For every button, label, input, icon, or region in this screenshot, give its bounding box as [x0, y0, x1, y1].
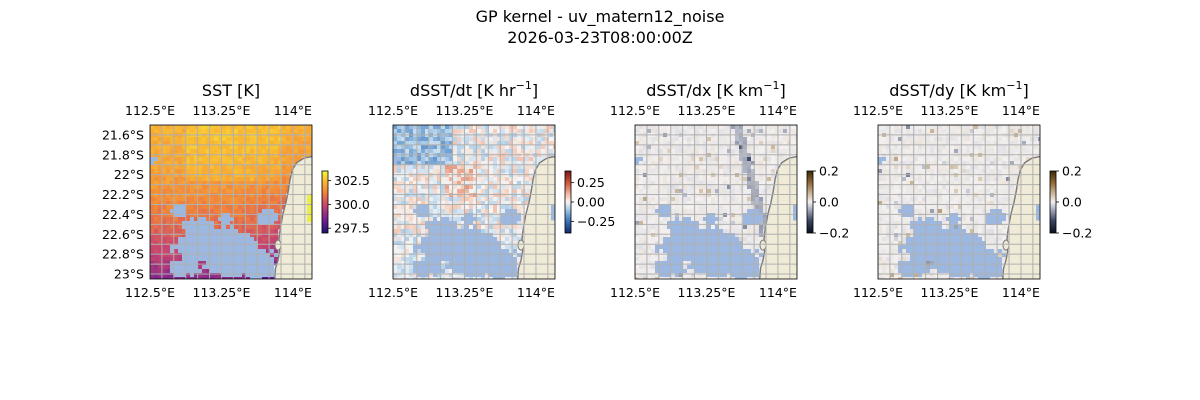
x-tick-label-top: 112.5°E — [853, 103, 903, 118]
island — [1002, 239, 1010, 251]
colorbar-bar — [321, 170, 329, 234]
y-tick-label: 22.8°S — [102, 247, 144, 262]
colorbar-tick-label: −0.25 — [577, 214, 615, 229]
x-tick-label-bottom: 113.25°E — [436, 285, 494, 300]
panel-title-superscript: −1 — [516, 79, 532, 92]
colorbar: 302.5 300.0 297.5 — [321, 170, 370, 236]
panel-title-end: ] — [532, 81, 538, 100]
x-tick-label-top: 113.25°E — [193, 103, 251, 118]
colorbar-tick-label: 297.5 — [334, 221, 370, 236]
colorbar-tick-label: −0.2 — [1062, 226, 1092, 241]
coastal-warm-strip — [307, 194, 312, 223]
panel-title-text: SST [K] — [202, 81, 260, 100]
colorbar-tick-label: 300.0 — [334, 197, 370, 212]
x-tick-label-bottom: 113.25°E — [921, 285, 979, 300]
gridlines — [635, 125, 797, 279]
panel-title-end: ] — [1022, 81, 1028, 100]
x-tick-label-top: 113.25°E — [436, 103, 494, 118]
x-tick-label-top: 113.25°E — [921, 103, 979, 118]
colorbar-tick-label: 0.25 — [577, 175, 605, 190]
coastal-mask-strip — [793, 205, 797, 221]
panel-title: dSST/dy [K km−1] — [889, 79, 1028, 100]
gridlines — [393, 125, 555, 279]
colorbar: 0.2 0.0 −0.2 — [806, 164, 849, 241]
panel-3: dSST/dx [K km−1] 112.5°E 112.5°E 113.25°E 11… — [610, 79, 849, 300]
x-tick-label-top: 112.5°E — [125, 103, 175, 118]
panel-title: SST [K] — [202, 81, 260, 100]
x-tick-label-bottom: 113.25°E — [678, 285, 736, 300]
panel-title-end: ] — [779, 81, 785, 100]
colorbar-tick-label: 302.5 — [334, 173, 370, 188]
x-tick-label-top: 112.5°E — [610, 103, 660, 118]
panel-1: SST [K] 112.5°E 112.5°E 113.25°E 113.25°E 114… — [102, 81, 370, 300]
x-tick-label-top: 114°E — [759, 103, 797, 118]
x-tick-label-bottom: 114°E — [1002, 285, 1040, 300]
axes-frame — [877, 124, 1041, 280]
y-tick-label: 21.8°S — [102, 147, 144, 162]
panel-title-text: dSST/dy [K km — [889, 81, 1006, 100]
x-tick-label-top: 113.25°E — [678, 103, 736, 118]
panel-title-text: dSST/dx [K km — [646, 81, 763, 100]
colorbar-tick-label: 0.0 — [1062, 195, 1082, 210]
colorbar-tick-label: 0.2 — [819, 164, 839, 179]
panel-title-text: dSST/dt [K hr — [410, 81, 516, 100]
y-tick-label: 23°S — [114, 267, 144, 282]
axes-frame — [634, 124, 798, 280]
gridlines — [150, 125, 312, 279]
coastal-mask-strip — [1036, 205, 1040, 221]
x-tick-label-bottom: 112.5°E — [610, 285, 660, 300]
y-tick-label: 22.2°S — [102, 187, 144, 202]
x-tick-label-bottom: 114°E — [759, 285, 797, 300]
heatmap-cells — [150, 125, 312, 279]
colorbar-bar — [564, 170, 572, 234]
colorbar-bar — [1049, 170, 1057, 234]
colorbar: 0.2 0.0 −0.2 — [1049, 164, 1092, 241]
x-tick-label-top: 114°E — [1002, 103, 1040, 118]
figure-subtitle: 2026-03-23T08:00:00Z — [507, 28, 693, 47]
panel-title: dSST/dx [K km−1] — [646, 79, 785, 100]
colorbar: 0.25 0.00 −0.25 — [564, 170, 615, 234]
x-tick-label-bottom: 112.5°E — [125, 285, 175, 300]
gridlines — [878, 125, 1040, 279]
figure-title: GP kernel - uv_matern12_noise — [476, 7, 725, 27]
panel-title: dSST/dt [K hr−1] — [410, 79, 538, 100]
x-tick-label-bottom: 113.25°E — [193, 285, 251, 300]
y-tick-label: 22.4°S — [102, 207, 144, 222]
heatmap-cells — [393, 125, 555, 279]
island — [517, 239, 525, 251]
x-tick-label-top: 114°E — [517, 103, 555, 118]
axes-frame — [392, 124, 556, 280]
axes-frame — [149, 124, 313, 280]
x-tick-label-bottom: 114°E — [274, 285, 312, 300]
x-tick-label-bottom: 114°E — [517, 285, 555, 300]
panel-title-superscript: −1 — [763, 79, 779, 92]
y-tick-label: 21.6°S — [102, 127, 144, 142]
x-tick-label-bottom: 112.5°E — [368, 285, 418, 300]
island — [759, 239, 767, 251]
x-tick-label-bottom: 112.5°E — [853, 285, 903, 300]
colorbar-tick-label: −0.2 — [819, 226, 849, 241]
y-tick-label: 22.6°S — [102, 227, 144, 242]
panel-2: dSST/dt [K hr−1] 112.5°E 112.5°E 113.25°E 11… — [368, 79, 615, 300]
colorbar-tick-label: 0.2 — [1062, 164, 1082, 179]
panel-4: dSST/dy [K km−1] 112.5°E 112.5°E 113.25°E 11… — [853, 79, 1092, 300]
coastal-mask-strip — [551, 205, 555, 221]
colorbar-tick-label: 0.00 — [577, 195, 605, 210]
y-tick-label: 22°S — [114, 167, 144, 182]
x-tick-label-top: 112.5°E — [368, 103, 418, 118]
x-tick-label-top: 114°E — [274, 103, 312, 118]
colorbar-bar — [806, 170, 814, 234]
island — [274, 239, 282, 251]
panel-title-superscript: −1 — [1006, 79, 1022, 92]
colorbar-tick-label: 0.0 — [819, 195, 839, 210]
